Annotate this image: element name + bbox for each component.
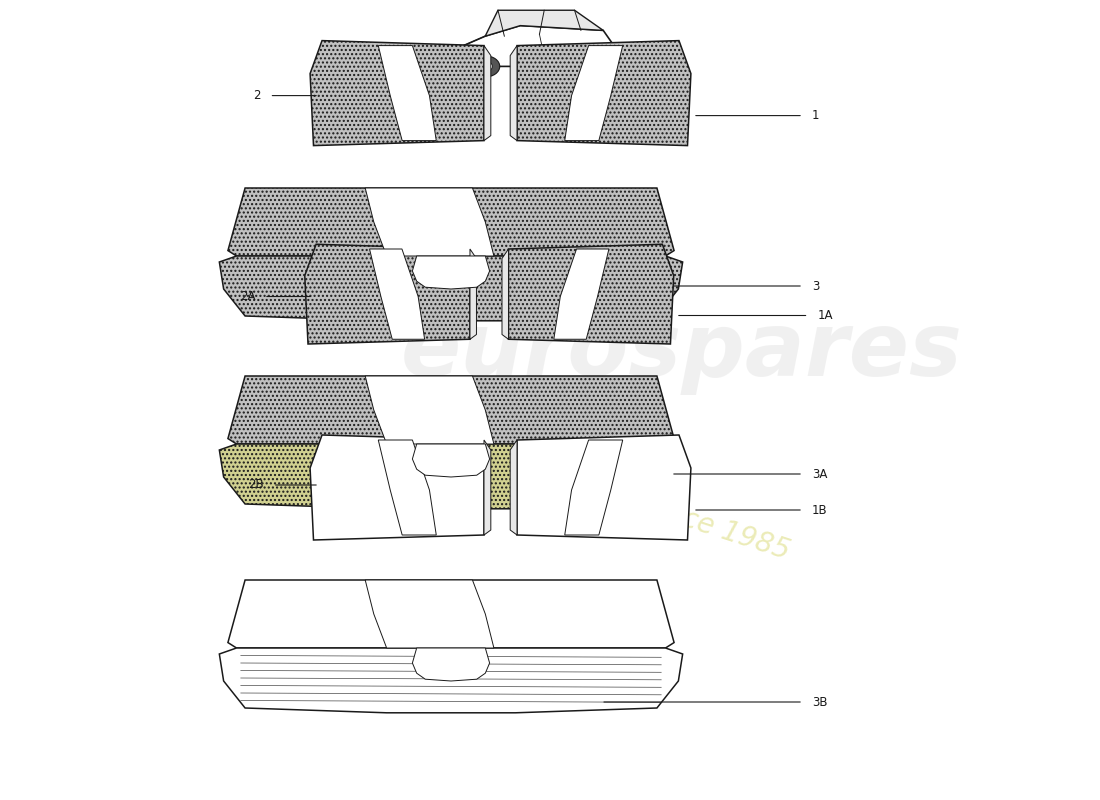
Polygon shape bbox=[228, 376, 674, 444]
Polygon shape bbox=[219, 648, 683, 713]
Polygon shape bbox=[502, 249, 508, 339]
Circle shape bbox=[471, 56, 499, 77]
Polygon shape bbox=[305, 244, 470, 344]
Circle shape bbox=[573, 56, 602, 77]
Polygon shape bbox=[484, 440, 491, 535]
Circle shape bbox=[580, 61, 594, 72]
Polygon shape bbox=[456, 26, 616, 66]
Polygon shape bbox=[517, 41, 691, 146]
Polygon shape bbox=[219, 256, 683, 321]
Polygon shape bbox=[228, 188, 674, 256]
Polygon shape bbox=[553, 249, 609, 339]
Polygon shape bbox=[517, 435, 691, 540]
Polygon shape bbox=[508, 244, 673, 344]
Text: 1: 1 bbox=[812, 109, 820, 122]
Polygon shape bbox=[228, 580, 674, 648]
Text: 2A: 2A bbox=[240, 290, 255, 303]
Polygon shape bbox=[485, 10, 603, 36]
Polygon shape bbox=[370, 249, 425, 339]
Polygon shape bbox=[564, 440, 623, 535]
Polygon shape bbox=[564, 46, 623, 141]
Polygon shape bbox=[412, 444, 490, 477]
Polygon shape bbox=[219, 444, 683, 509]
Text: 2: 2 bbox=[253, 89, 261, 102]
Text: 1A: 1A bbox=[817, 309, 833, 322]
Polygon shape bbox=[412, 648, 490, 681]
Text: a passion for... since 1985: a passion for... since 1985 bbox=[439, 426, 793, 566]
Text: 3A: 3A bbox=[812, 467, 827, 481]
Text: 2B: 2B bbox=[249, 478, 264, 491]
Polygon shape bbox=[412, 256, 490, 289]
Text: 3B: 3B bbox=[812, 695, 827, 709]
Polygon shape bbox=[510, 440, 517, 535]
Text: eurospares: eurospares bbox=[402, 309, 962, 395]
Polygon shape bbox=[365, 188, 494, 256]
Polygon shape bbox=[510, 46, 517, 141]
Polygon shape bbox=[378, 440, 437, 535]
Text: 1B: 1B bbox=[812, 503, 827, 517]
Polygon shape bbox=[365, 376, 494, 444]
Polygon shape bbox=[378, 46, 437, 141]
Circle shape bbox=[477, 61, 493, 72]
Polygon shape bbox=[310, 435, 484, 540]
Polygon shape bbox=[470, 249, 476, 339]
Polygon shape bbox=[365, 580, 494, 648]
Polygon shape bbox=[484, 46, 491, 141]
Text: 3: 3 bbox=[812, 279, 820, 293]
Polygon shape bbox=[310, 41, 484, 146]
